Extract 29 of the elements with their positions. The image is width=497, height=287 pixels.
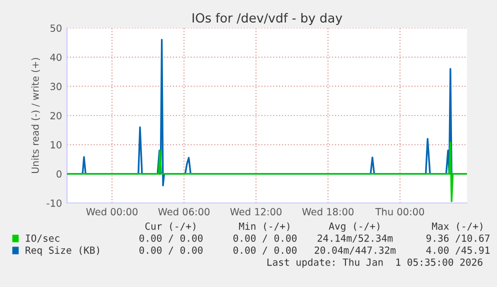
text: Cur (-/+) — [145, 222, 196, 231]
y-tick-label: 50 — [50, 24, 62, 32]
x-tick-label: Thu 00:00 — [375, 208, 424, 216]
chart-title: IOs for /dev/vdf - by day — [192, 12, 342, 26]
text: 0.00 / 0.00 — [139, 246, 203, 255]
text: 0.00 / 0.00 — [139, 234, 203, 243]
x-tick-label: Wed 18:00 — [302, 208, 354, 216]
text: Avg (-/+) — [328, 222, 380, 232]
x-tick-label: Wed 06:00 — [158, 208, 210, 216]
text: 4.00 /45.91 — [426, 246, 490, 255]
y-tick-label: -10 — [46, 199, 62, 207]
text: Max (-/+) — [432, 222, 482, 231]
text: Min (-/+) — [239, 222, 290, 231]
y-tick-label: 40 — [50, 54, 62, 61]
text: 9.36 /10.67 — [426, 234, 490, 243]
text: 0.00 / 0.00 — [233, 246, 297, 255]
text: 24.14m/52.34m — [318, 234, 393, 243]
x-tick-label: Wed 00:00 — [86, 208, 138, 216]
text: 0.00 / 0.00 — [233, 234, 297, 243]
y-tick-label: 10 — [50, 141, 62, 148]
y-tick-label: 0 — [56, 170, 62, 178]
y-tick-label: 20 — [50, 112, 62, 120]
text: Last update: Thu Jan 1 05:35:00 2026 — [267, 258, 482, 268]
y-axis-title: Units read (-) / write (+) — [31, 58, 40, 174]
text: 20.04m/447.32m — [314, 246, 396, 255]
legend-label: IO/sec — [26, 234, 60, 243]
y-tick-label: 30 — [50, 82, 62, 90]
legend-label: Req Size (KB) — [26, 246, 100, 256]
x-tick-label: Wed 12:00 — [230, 208, 282, 216]
